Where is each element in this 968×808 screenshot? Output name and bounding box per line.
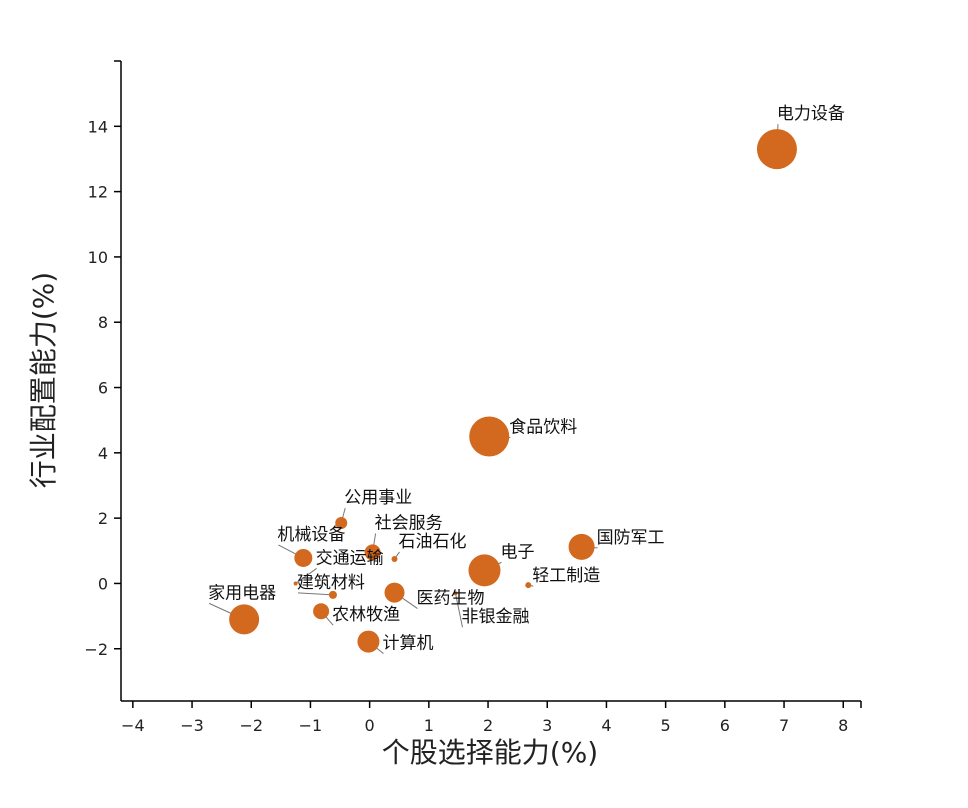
point-label: 农林牧渔 bbox=[332, 605, 400, 625]
point-label: 国防军工 bbox=[597, 528, 665, 548]
data-point bbox=[313, 603, 330, 620]
point-label: 轻工制造 bbox=[532, 566, 600, 586]
point-label: 石油石化 bbox=[399, 532, 467, 552]
data-point bbox=[525, 582, 532, 589]
data-point bbox=[453, 591, 458, 596]
data-point bbox=[756, 129, 797, 170]
data-point bbox=[568, 533, 595, 560]
y-tick-label: −2 bbox=[84, 640, 108, 659]
point-label: 电子 bbox=[500, 542, 534, 562]
y-tick-label: 4 bbox=[98, 444, 108, 463]
x-tick-label: −1 bbox=[299, 716, 323, 735]
point-label: 医药生物 bbox=[417, 589, 485, 609]
y-tick-label: 14 bbox=[88, 117, 108, 136]
x-tick-label: 3 bbox=[542, 716, 552, 735]
data-point bbox=[357, 630, 380, 653]
point-label: 电力设备 bbox=[777, 104, 845, 124]
data-point bbox=[391, 555, 398, 562]
data-point bbox=[229, 604, 260, 635]
x-tick-label: 6 bbox=[720, 716, 730, 735]
leader-line bbox=[454, 593, 463, 628]
point-label: 计算机 bbox=[382, 634, 433, 654]
point-label: 非银金融 bbox=[461, 607, 529, 627]
point-label: 社会服务 bbox=[375, 513, 443, 533]
y-tick-label: 0 bbox=[98, 574, 108, 593]
x-tick-label: 7 bbox=[779, 716, 789, 735]
point-label: 交通运输 bbox=[316, 548, 384, 568]
point-label: 建筑材料 bbox=[297, 573, 365, 593]
data-point bbox=[293, 581, 298, 586]
x-tick-label: 5 bbox=[661, 716, 671, 735]
y-tick-label: 2 bbox=[98, 509, 108, 528]
y-tick-label: 10 bbox=[88, 248, 108, 267]
data-point bbox=[468, 554, 501, 587]
point-label: 家用电器 bbox=[208, 583, 276, 603]
x-tick-label: 8 bbox=[838, 716, 848, 735]
x-tick-label: −3 bbox=[180, 716, 204, 735]
point-label: 公用事业 bbox=[344, 488, 412, 508]
leader-line bbox=[297, 592, 333, 596]
data-point bbox=[335, 517, 348, 530]
data-points bbox=[229, 129, 797, 653]
data-point bbox=[328, 590, 337, 599]
x-tick-label: −2 bbox=[239, 716, 263, 735]
data-point bbox=[364, 544, 381, 561]
point-label: 食品饮料 bbox=[509, 418, 577, 438]
leader-line bbox=[295, 568, 317, 584]
x-tick-label: 4 bbox=[601, 716, 611, 735]
x-tick-label: 1 bbox=[424, 716, 434, 735]
x-tick-label: 0 bbox=[365, 716, 375, 735]
y-tick-label: 12 bbox=[88, 183, 108, 202]
x-axis-title: 个股选择能力(%) bbox=[382, 736, 598, 769]
y-tick-label: 6 bbox=[98, 379, 108, 398]
data-point bbox=[469, 416, 510, 457]
x-tick-label: −4 bbox=[121, 716, 145, 735]
data-point bbox=[384, 582, 405, 603]
point-label: 机械设备 bbox=[277, 525, 345, 545]
x-tick-label: 2 bbox=[483, 716, 493, 735]
y-axis-title: 行业配置能力(%) bbox=[27, 272, 60, 488]
y-tick-label: 8 bbox=[98, 313, 108, 332]
data-point bbox=[294, 548, 313, 567]
